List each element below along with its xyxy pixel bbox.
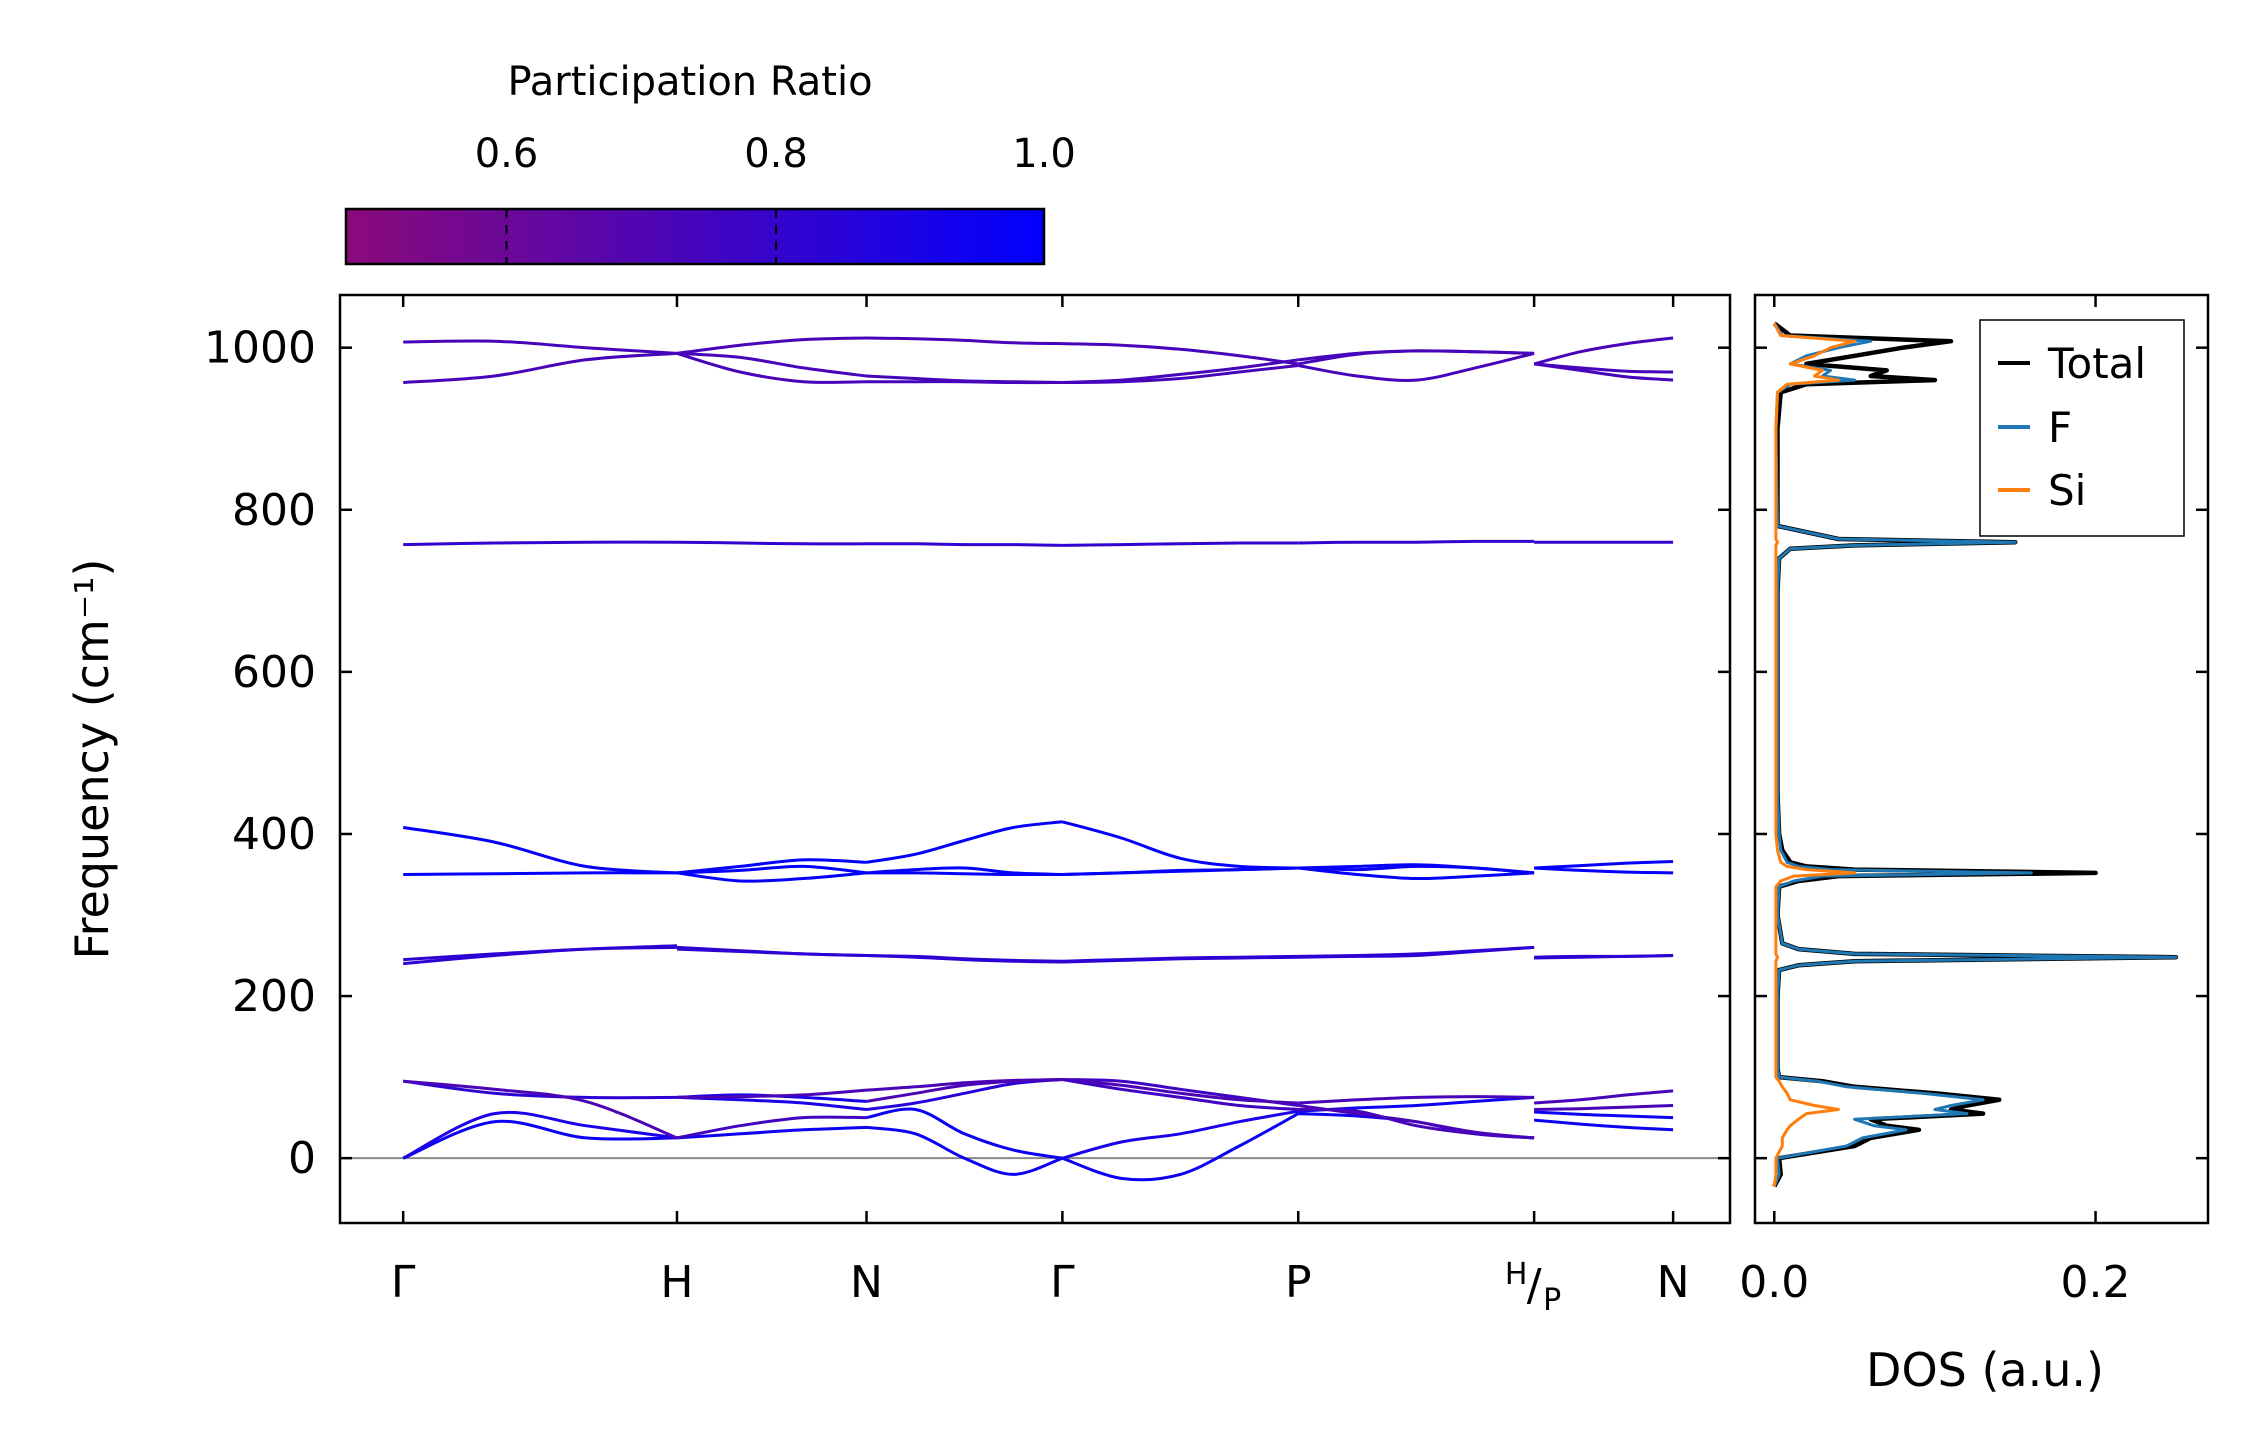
legend-label-si: Si: [2048, 466, 2086, 515]
band-line: [1062, 364, 1299, 384]
band-line: [866, 820, 1063, 864]
band-line: [1533, 336, 1674, 366]
kpoint-label-gamma: Γ: [1050, 1257, 1075, 1308]
kpoint-label-h-top: H: [1505, 1257, 1528, 1292]
band-line: [866, 954, 1063, 963]
dos-x-axis-label: DOS (a.u.): [1866, 1343, 2104, 1397]
band-line: [676, 1115, 867, 1140]
dos-line-si: [1772, 322, 1857, 1187]
band-line: [1062, 866, 1299, 876]
band-line: [1533, 362, 1674, 382]
band-line: [1298, 351, 1535, 382]
band-line: [866, 1078, 1063, 1092]
kpoint-label-p: P: [1285, 1257, 1312, 1308]
kpoint-label-h: H: [660, 1257, 693, 1308]
band-line: [866, 866, 1063, 876]
band-line: [866, 374, 1063, 384]
dos-panel: 0.0 0.2 DOS (a.u.) Total F Si: [1739, 293, 2210, 1397]
band-line: [402, 826, 678, 875]
dos-legend: Total F Si: [1979, 319, 2185, 537]
band-line: [676, 351, 867, 384]
band-plot-frame: [338, 293, 1732, 1225]
band-line: [1534, 954, 1674, 960]
dos-axis-ticks: [1773, 295, 2097, 1223]
band-line: [866, 1125, 1063, 1176]
colorbar-tick-label: 0.6: [475, 131, 539, 177]
band-line: [1062, 1078, 1299, 1111]
kpoint-label-p-bottom: P: [1543, 1283, 1561, 1318]
band-line: [676, 336, 867, 355]
y-axis-label: Frequency (cm⁻¹): [65, 559, 119, 960]
band-line: [1298, 945, 1535, 958]
y-tick-label: 600: [232, 647, 316, 698]
band-line: [403, 1079, 678, 1100]
legend-label-f: F: [2048, 403, 2072, 452]
band-line: [1061, 1112, 1300, 1182]
colorbar-label: Participation Ratio: [507, 59, 872, 105]
band-line: [1062, 954, 1299, 963]
band-line: [676, 871, 867, 883]
band-line: [403, 944, 678, 962]
kpoint-label-n: N: [1657, 1257, 1690, 1308]
band-line: [1298, 863, 1535, 875]
band-structure-panel: 0 200 400 600 800 1000 Frequency (cm⁻¹) Γ H N…: [65, 293, 2208, 1318]
band-line: [676, 1125, 867, 1140]
band-line: [1062, 820, 1299, 870]
band-line: [1298, 539, 1535, 545]
band-line: [1062, 1078, 1299, 1105]
dos-x-tick-label: 0.2: [2061, 1257, 2131, 1308]
band-line: [1533, 1118, 1674, 1132]
band-line: [402, 1110, 678, 1160]
dos-lines: [1772, 321, 2179, 1188]
colorbar-gradient: [344, 207, 1046, 266]
band-line: [866, 1107, 1063, 1160]
band-line: [676, 1088, 867, 1099]
band-line: [403, 871, 678, 876]
y-tick-label: 200: [232, 971, 316, 1022]
band-line: [1062, 1109, 1299, 1160]
band-line: [676, 864, 867, 875]
dos-plot-frame: [1753, 293, 2210, 1225]
band-line: [1062, 342, 1299, 366]
dos-x-tick-label: 0.0: [1739, 1257, 1809, 1308]
band-line: [676, 351, 867, 378]
y-tick-label: 1000: [204, 323, 316, 374]
band-line: [403, 1079, 678, 1140]
band-line: [676, 947, 867, 957]
colorbar: Participation Ratio 0.6 0.8 1.0: [344, 59, 1076, 266]
legend-label-total: Total: [2047, 339, 2146, 388]
band-line: [1534, 860, 1674, 870]
band-line: [1298, 1095, 1535, 1105]
band-line: [866, 542, 1063, 547]
kpoint-label-slash: /: [1527, 1260, 1542, 1311]
band-line: [1298, 866, 1535, 881]
band-line: [676, 540, 867, 546]
y-tick-label: 0: [288, 1133, 316, 1184]
band-line: [1298, 1107, 1535, 1140]
main-axis-ticks: 0 200 400 600 800 1000: [204, 295, 2208, 1223]
band-line: [1534, 1089, 1674, 1105]
band-line: [1062, 541, 1299, 547]
band-line: [1534, 866, 1674, 875]
colorbar-tick-label: 1.0: [1012, 131, 1076, 177]
band-line: [1534, 1104, 1674, 1111]
band-line: [1298, 349, 1535, 366]
y-tick-label: 800: [232, 485, 316, 536]
kpoint-label-gamma: Γ: [391, 1257, 416, 1308]
band-line: [403, 339, 678, 355]
band-line: [403, 351, 678, 384]
band-line: [1534, 1110, 1674, 1120]
y-tick-label: 400: [232, 809, 316, 860]
band-line: [403, 540, 678, 547]
band-line: [402, 1119, 678, 1160]
band-lines: [402, 336, 1674, 1182]
colorbar-tick-label: 0.8: [744, 131, 808, 177]
kpoint-label-n: N: [850, 1257, 883, 1308]
band-line: [866, 336, 1063, 346]
band-line: [676, 858, 867, 875]
